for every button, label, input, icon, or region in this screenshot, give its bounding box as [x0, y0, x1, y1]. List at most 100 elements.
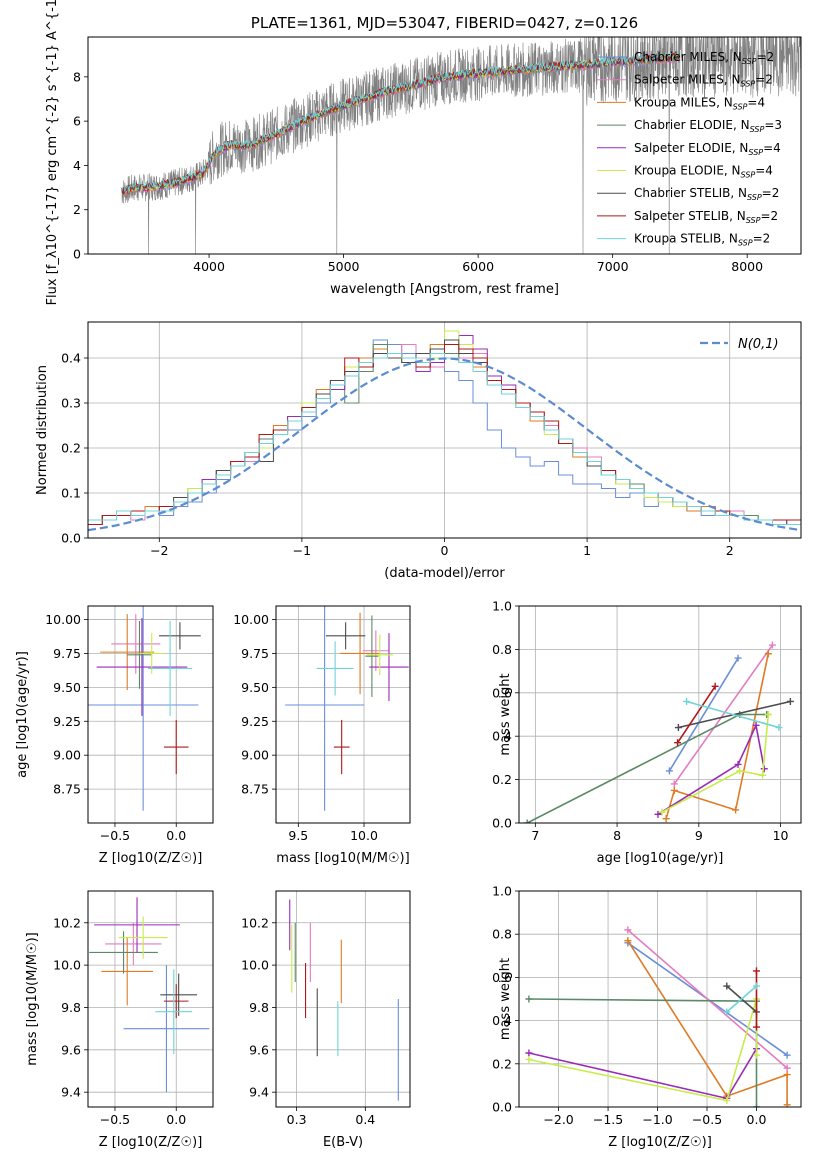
- x-tick-label: 0.3: [287, 1112, 307, 1127]
- legend-series-name: Kroupa MILES: [634, 95, 716, 109]
- x-axis-label: age [log10(age/yr)]: [597, 851, 724, 866]
- x-tick-label: −1: [293, 543, 311, 558]
- weight-vs-age-panel: 7 8 9 10 0.0 0.2 0.4 0.6 0.8 1.0 age [log10(age/yr…: [492, 599, 802, 866]
- plus-marker: [752, 721, 760, 729]
- x-tick-label: 5000: [328, 259, 360, 274]
- y-tick-label: 0.2: [492, 1056, 512, 1071]
- grid-lines: [88, 891, 213, 1107]
- weight-line: [528, 998, 758, 1102]
- y-tick-label: 0.6: [492, 970, 512, 985]
- mass-vs-ebv-panel: 0.3 0.4 9.4 9.6 9.8 10.0 10.2 E(B-V): [241, 890, 411, 1150]
- plus-marker: [752, 1023, 760, 1031]
- legend-label: Salpeter ELODIE, NSSP=4: [634, 141, 781, 157]
- y-axis-label: age [log10(age/yr)]: [15, 651, 30, 778]
- legend-nssp-eq: =: [755, 73, 765, 87]
- error-bar-point: [118, 916, 168, 959]
- legend-nssp-eq: =: [747, 95, 757, 109]
- weight-line: [668, 657, 739, 772]
- plus-marker: [723, 982, 731, 990]
- y-tick-label: 9.4: [249, 1085, 269, 1100]
- plus-marker: [783, 1064, 791, 1072]
- chart-title: PLATE=1361, MJD=53047, FIBERID=0427, z=0…: [251, 14, 638, 32]
- axes: 7 8 9 10 0.0 0.2 0.4 0.6 0.8 1.0 age [log10(age/yr…: [492, 599, 802, 866]
- legend-series-name: Kroupa STELIB: [634, 232, 721, 246]
- y-tick-label: 9.00: [241, 748, 269, 763]
- y-tick-label: 9.6: [61, 1042, 81, 1057]
- axes: −2 −1 0 1 2 0.0 0.1 0.2 0.3 0.4 (data-model)/error…: [35, 321, 802, 581]
- error-bar-point: [365, 615, 379, 697]
- legend-label: Chabrier MILES, NSSP=2: [634, 50, 774, 66]
- plus-marker: [723, 1008, 731, 1016]
- x-tick-label: −1.5: [593, 1112, 623, 1127]
- y-tick-label: 9.6: [249, 1042, 269, 1057]
- plus-marker: [734, 654, 742, 662]
- y-tick-label: 10.2: [241, 915, 269, 930]
- x-tick-label: 1: [583, 543, 591, 558]
- plot-area: [523, 641, 794, 823]
- x-tick-label: 0.4: [355, 1112, 375, 1127]
- model-line: [121, 50, 680, 192]
- x-tick-label: 4000: [193, 259, 225, 274]
- histogram-series: [88, 353, 801, 538]
- plus-marker: [654, 810, 662, 818]
- x-tick-label: 0.0: [166, 828, 186, 843]
- legend-nssp-prefix: , N: [730, 186, 747, 200]
- x-axis-label: mass [log10(M/M☉)]: [276, 851, 409, 866]
- legend-nssp-eq: =: [756, 50, 766, 64]
- plus-marker: [658, 808, 666, 816]
- plot-area: [89, 897, 210, 1093]
- x-tick-label: 0.0: [166, 1112, 186, 1127]
- y-tick-label: 9.75: [53, 646, 81, 661]
- error-bar-point: [96, 618, 188, 716]
- weight-series: [683, 697, 783, 732]
- axes-frame: [518, 605, 802, 824]
- plus-marker: [752, 967, 760, 975]
- weight-series: [624, 926, 791, 1072]
- weight-line: [676, 685, 716, 744]
- plus-marker: [783, 1051, 791, 1059]
- y-axis-label: Normed distribution: [35, 365, 50, 495]
- x-tick-label: −0.5: [100, 828, 130, 843]
- plus-marker: [662, 815, 670, 823]
- x-tick-label: −2.0: [543, 1112, 573, 1127]
- legend-nssp-value: 4: [765, 164, 773, 178]
- x-axis-label: E(B-V): [323, 1135, 363, 1150]
- legend-nssp-value: 2: [763, 232, 771, 246]
- legend-nssp-sub: SSP: [741, 80, 756, 89]
- y-axis-label: Flux [f_λ10^{-17} erg cm^{-2} s^{-1} A^{…: [45, 0, 60, 305]
- plus-marker: [775, 724, 783, 732]
- plot-area: [88, 330, 801, 538]
- error-bar-point: [333, 719, 350, 775]
- x-tick-label: 6000: [462, 259, 494, 274]
- error-bar-point: [362, 630, 389, 672]
- y-tick-label: 9.25: [241, 714, 269, 729]
- plus-marker: [711, 682, 719, 690]
- legend-nssp-eq: =: [753, 232, 763, 246]
- legend-label: N(0,1): [738, 337, 779, 352]
- error-bar-point: [139, 633, 164, 674]
- weight-series: [662, 650, 772, 823]
- x-axis-label: wavelength [Angstrom, rest frame]: [330, 282, 559, 297]
- legend-nssp-sub: SSP: [746, 216, 761, 225]
- x-tick-label: 8000: [731, 259, 763, 274]
- legend-nssp-sub: SSP: [750, 125, 765, 134]
- legend-nssp-value: 2: [771, 209, 779, 223]
- y-tick-label: 10.0: [241, 958, 269, 973]
- legend-nssp-eq: =: [755, 164, 765, 178]
- x-tick-label: −1.0: [642, 1112, 672, 1127]
- legend-nssp-prefix: , N: [724, 73, 741, 87]
- y-tick-label: 10.0: [53, 958, 81, 973]
- y-tick-label: 0.3: [61, 396, 81, 411]
- weight-line: [528, 998, 758, 1107]
- weight-line: [665, 653, 770, 819]
- legend-nssp-sub: SSP: [741, 171, 756, 180]
- y-tick-label: 0.4: [492, 1013, 512, 1028]
- plus-marker: [752, 1103, 760, 1107]
- y-tick-label: 9.8: [61, 1000, 81, 1015]
- axes-frame: [518, 890, 802, 1108]
- legend-nssp-prefix: , N: [725, 50, 742, 64]
- axes-frame: [87, 605, 214, 824]
- legend-series-name: Salpeter STELIB: [634, 209, 729, 223]
